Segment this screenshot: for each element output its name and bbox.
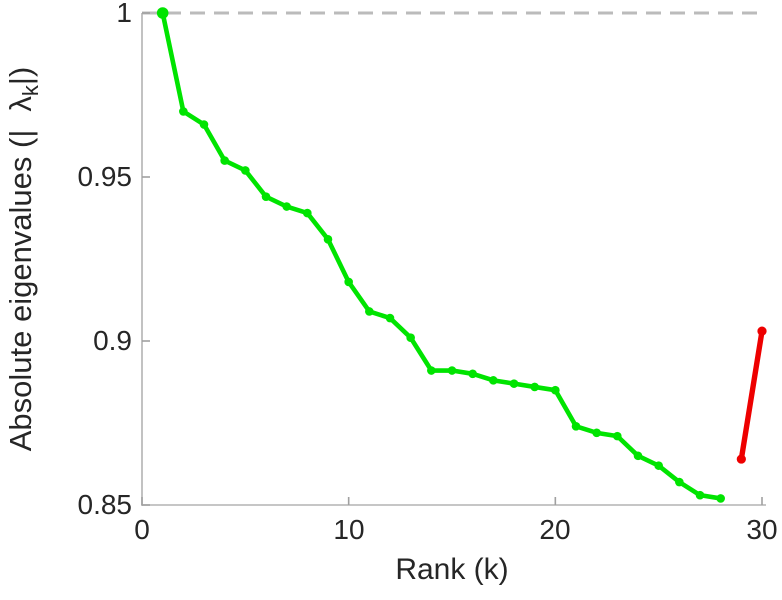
data-point-eigenvalues-rank-1-28 bbox=[241, 166, 250, 175]
y-tick-label-0-95: 0.95 bbox=[77, 161, 133, 192]
y-tick-label-0-85: 0.85 bbox=[77, 489, 133, 520]
data-point-eigenvalues-rank-1-28 bbox=[344, 277, 353, 287]
data-point-eigenvalues-rank-1-28 bbox=[509, 379, 519, 388]
data-point-eigenvalues-rank-29-30 bbox=[757, 326, 767, 336]
data-point-eigenvalues-rank-1-28 bbox=[385, 313, 395, 323]
data-point-eigenvalues-rank-1-28 bbox=[156, 7, 169, 19]
data-point-eigenvalues-rank-1-28 bbox=[530, 382, 539, 392]
y-axis-label-suffix: |) bbox=[3, 66, 38, 86]
x-tick-label-30: 30 bbox=[746, 514, 778, 545]
data-point-eigenvalues-rank-1-28 bbox=[571, 421, 581, 431]
data-point-eigenvalues-rank-1-28 bbox=[447, 366, 457, 375]
data-point-eigenvalues-rank-1-28 bbox=[633, 451, 643, 461]
data-point-eigenvalues-rank-1-28 bbox=[675, 477, 684, 487]
data-point-eigenvalues-rank-1-28 bbox=[406, 333, 415, 343]
data-point-eigenvalues-rank-1-28 bbox=[695, 490, 705, 500]
data-point-eigenvalues-rank-1-28 bbox=[592, 428, 601, 438]
data-point-eigenvalues-rank-1-28 bbox=[282, 202, 291, 211]
data-point-eigenvalues-rank-1-28 bbox=[323, 235, 333, 244]
data-point-eigenvalues-rank-1-28 bbox=[220, 156, 229, 165]
data-point-eigenvalues-rank-1-28 bbox=[716, 494, 725, 503]
x-tick-label-10: 10 bbox=[333, 514, 365, 545]
data-point-eigenvalues-rank-1-28 bbox=[489, 376, 498, 385]
data-point-eigenvalues-rank-1-28 bbox=[199, 120, 209, 129]
data-point-eigenvalues-rank-1-28 bbox=[261, 192, 271, 201]
data-point-eigenvalues-rank-1-28 bbox=[303, 208, 312, 218]
data-point-eigenvalues-rank-29-30 bbox=[736, 454, 746, 464]
data-point-eigenvalues-rank-1-28 bbox=[427, 366, 436, 375]
x-tick-label-20: 20 bbox=[539, 514, 571, 545]
y-tick-label-0-9: 0.9 bbox=[93, 325, 132, 356]
lambda-subscript: k bbox=[18, 85, 44, 97]
data-point-eigenvalues-rank-1-28 bbox=[551, 385, 560, 395]
y-tick-label-1: 1 bbox=[116, 0, 132, 28]
y-axis-label-prefix: Absolute eigenvalues (| bbox=[3, 129, 38, 452]
x-axis-label: Rank (k) bbox=[395, 553, 509, 586]
data-point-eigenvalues-rank-1-28 bbox=[468, 369, 477, 379]
data-point-eigenvalues-rank-1-28 bbox=[613, 431, 622, 441]
x-tick-label-0: 0 bbox=[134, 514, 150, 545]
lambda-symbol: λ bbox=[3, 96, 38, 112]
series-line-eigenvalues-rank-1-28 bbox=[160, 10, 723, 501]
series-line-eigenvalues-rank-29-30 bbox=[738, 328, 765, 462]
data-point-eigenvalues-rank-1-28 bbox=[365, 307, 374, 316]
data-point-eigenvalues-rank-1-28 bbox=[654, 461, 663, 470]
data-point-eigenvalues-rank-1-28 bbox=[179, 107, 188, 116]
y-axis-label: Absolute eigenvalues (| λk|) bbox=[1, 0, 44, 519]
